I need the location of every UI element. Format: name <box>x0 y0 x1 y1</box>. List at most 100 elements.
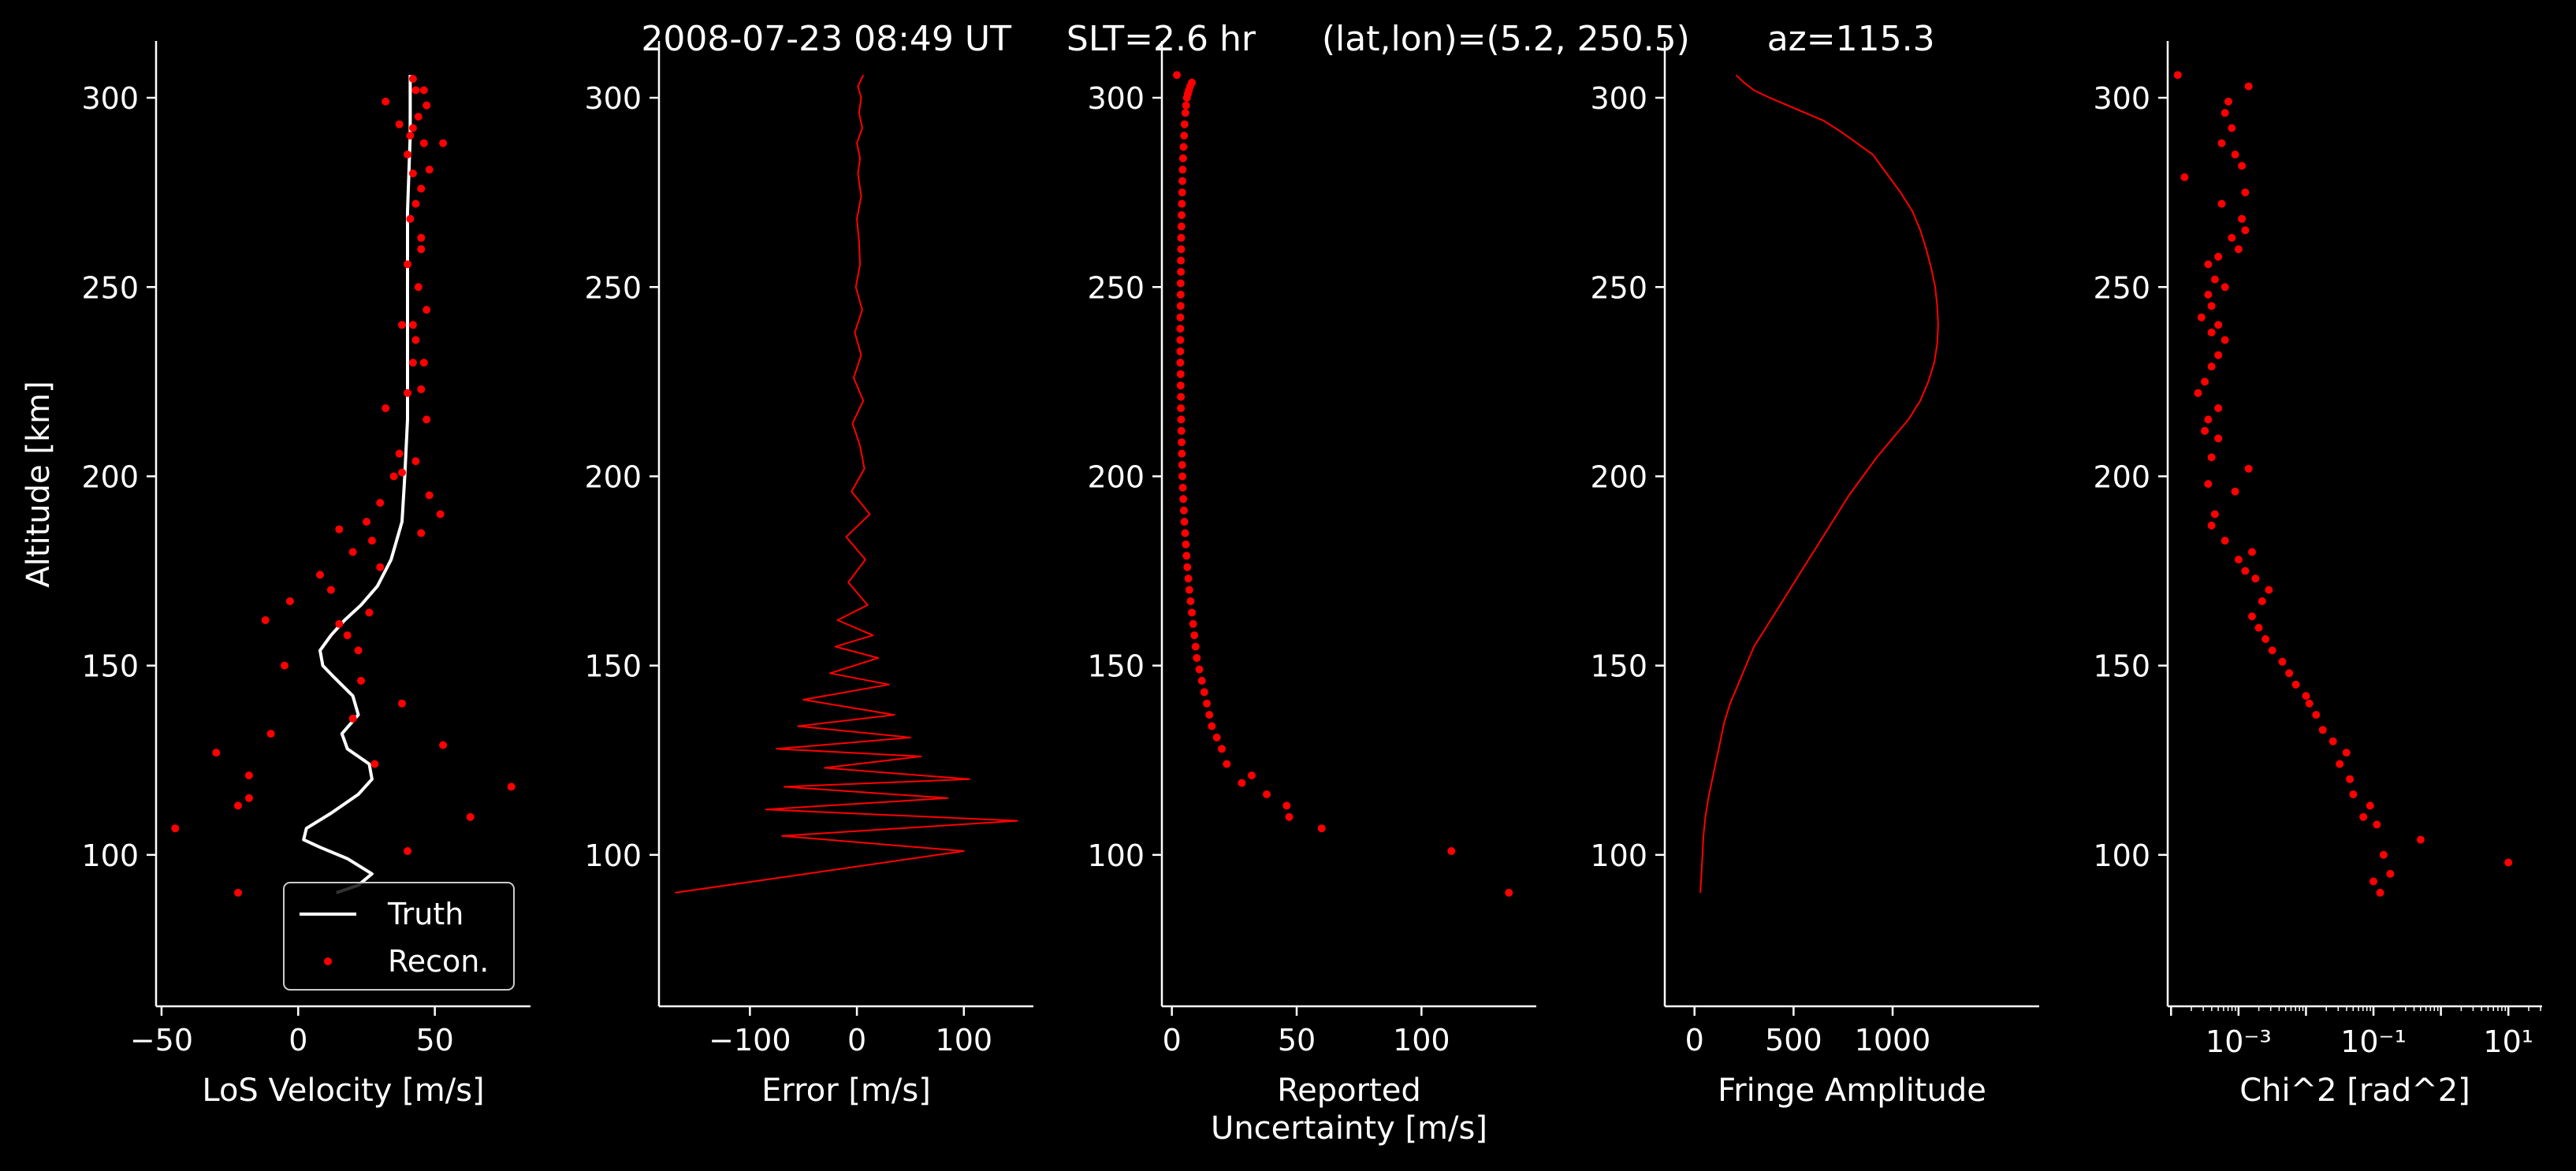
scatter-point <box>1193 654 1201 662</box>
scatter-point <box>1181 529 1189 537</box>
scatter-point <box>1177 404 1186 412</box>
scatter-point <box>2210 275 2219 284</box>
y-tick-label: 150 <box>81 649 139 684</box>
scatter-point-recon <box>439 139 448 147</box>
scatter-point <box>2416 835 2425 844</box>
scatter-point-recon <box>466 812 475 821</box>
scatter-point-recon <box>411 457 420 466</box>
scatter-point <box>2194 388 2202 397</box>
x-tick-label: 100 <box>1393 1023 1450 1058</box>
scatter-point <box>1173 71 1181 80</box>
scatter-point <box>2258 597 2266 605</box>
scatter-point-recon <box>376 563 385 571</box>
scatter-point-recon <box>404 260 411 269</box>
scatter-point <box>2278 657 2287 666</box>
scatter-point-recon <box>408 75 417 83</box>
scatter-point <box>1176 290 1185 299</box>
scatter-point <box>2241 226 2250 235</box>
scatter-point <box>2349 790 2358 798</box>
scatter-point-recon <box>234 888 242 897</box>
y-tick-label: 250 <box>1590 270 1647 305</box>
x-axis-label: Error [m/s] <box>761 1072 931 1109</box>
scatter-point <box>2241 188 2250 197</box>
y-tick-label: 250 <box>584 270 642 305</box>
y-tick-label: 100 <box>81 838 139 873</box>
scatter-point-recon <box>357 676 365 685</box>
scatter-point <box>2207 362 2216 371</box>
scatter-point-recon <box>425 491 434 500</box>
scatter-point-recon <box>423 101 431 110</box>
scatter-point <box>2336 760 2344 768</box>
scatter-point-recon <box>419 86 428 95</box>
scatter-point <box>2369 877 2377 886</box>
scatter-point <box>1317 824 1326 833</box>
x-axis-label: Chi^2 [rad^2] <box>2239 1072 2470 1109</box>
y-tick-label: 150 <box>1590 649 1647 684</box>
scatter-point-recon <box>406 132 415 140</box>
scatter-point <box>2366 801 2374 810</box>
x-tick-label: 10¹ <box>2483 1024 2533 1059</box>
x-axis-label: Fringe Amplitude <box>1718 1072 1986 1109</box>
scatter-point-recon <box>419 139 428 147</box>
scatter-point <box>1263 790 1271 798</box>
scatter-point-recon <box>365 608 374 617</box>
scatter-point-recon <box>439 741 448 749</box>
scatter-point <box>2268 646 2276 655</box>
x-tick-label: 0 <box>1685 1023 1704 1058</box>
scatter-point <box>1205 711 1214 719</box>
scatter-point-recon <box>411 199 420 208</box>
panel-3: 100 150 200 250 300 0 50 100 ReportedUncertainty… <box>1087 41 1536 1147</box>
scatter-point <box>1178 154 1187 162</box>
y-tick-label: 300 <box>1590 81 1647 116</box>
scatter-point-recon <box>382 404 390 412</box>
scatter-point-recon <box>266 730 275 738</box>
x-tick-label: 100 <box>936 1023 993 1058</box>
scatter-point <box>1182 540 1190 548</box>
y-tick-label: 100 <box>1087 838 1145 873</box>
x-tick-label: −100 <box>709 1023 791 1058</box>
scatter-point-recon <box>408 359 417 367</box>
scatter-point <box>1178 199 1186 208</box>
scatter-point <box>1212 733 1221 742</box>
scatter-point-recon <box>414 113 423 121</box>
scatter-point-recon <box>244 771 253 779</box>
y-tick-label: 100 <box>1590 838 1647 873</box>
scatter-point-recon <box>404 151 411 159</box>
scatter-point <box>2359 812 2368 821</box>
scatter-point-recon <box>281 661 288 670</box>
scatter-point-recon <box>419 359 428 367</box>
x-tick-label: 500 <box>1765 1023 1822 1058</box>
x-axis-label: Uncertainty [m/s] <box>1211 1110 1487 1147</box>
scatter-point-recon <box>417 233 426 242</box>
scatter-point-recon <box>417 245 426 254</box>
y-tick-label: 200 <box>584 459 642 494</box>
scatter-point <box>1179 143 1188 151</box>
scatter-point <box>1178 177 1186 185</box>
scatter-point <box>2312 711 2321 719</box>
scatter-point <box>2210 510 2219 519</box>
scatter-point <box>2231 151 2239 159</box>
scatter-point-recon <box>343 631 352 640</box>
scatter-point <box>2234 245 2243 254</box>
scatter-point <box>1195 665 1204 674</box>
scatter-point <box>2234 556 2243 564</box>
y-tick-label: 200 <box>2093 459 2150 494</box>
scatter-point-recon <box>285 597 294 605</box>
scatter-point <box>2214 434 2223 443</box>
y-tick-label: 200 <box>1590 459 1647 494</box>
scatter-point <box>1178 449 1186 458</box>
scatter-point <box>1197 676 1206 685</box>
scatter-point-recon <box>212 749 221 757</box>
scatter-point <box>1179 506 1188 515</box>
panel-4: 100 150 200 250 300 0 500 1000 Fringe Amplitude <box>1590 41 2039 1109</box>
scatter-point <box>1182 101 1190 110</box>
x-tick-label: 50 <box>1278 1023 1316 1058</box>
scatter-point <box>2224 97 2232 106</box>
scatter-point <box>2248 612 2256 621</box>
scatter-point-recon <box>382 97 390 106</box>
scatter-point <box>1177 245 1186 254</box>
scatter-point <box>1184 574 1193 583</box>
scatter-point <box>1176 325 1185 333</box>
scatter-point <box>1178 438 1186 447</box>
scatter-point <box>2373 820 2381 829</box>
